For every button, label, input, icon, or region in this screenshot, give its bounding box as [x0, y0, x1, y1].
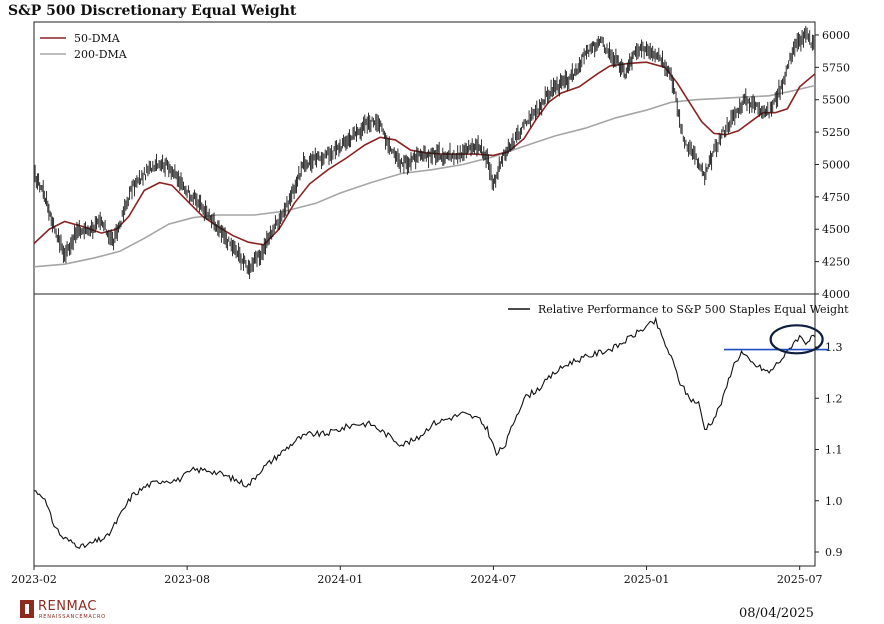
brand-name: RENMAC [38, 599, 97, 614]
renmac-logo: RENMAC RENAISSANCEMACRO [20, 599, 130, 622]
y-tick-label-top: 4750 [822, 191, 850, 204]
y-tick-label-top: 4250 [822, 256, 850, 269]
y-tick-label-bottom: 1.0 [825, 495, 843, 508]
dma50-line [33, 61, 816, 246]
x-tick-label: 2024-01 [317, 573, 363, 586]
y-tick-label-top: 4500 [822, 223, 850, 236]
x-tick-label: 2023-08 [164, 573, 210, 586]
legend-label-200dma: 200-DMA [74, 48, 128, 61]
brand-subtitle: RENAISSANCEMACRO [39, 614, 106, 620]
y-tick-label-bottom: 0.9 [825, 546, 843, 559]
price-bars [33, 25, 816, 279]
y-tick-label-top: 5000 [822, 158, 850, 171]
report-date: 08/04/2025 [739, 606, 814, 621]
legend-label-relative: Relative Performance to S&P 500 Staples … [538, 303, 849, 316]
y-tick-label-top: 4000 [822, 288, 850, 301]
x-tick-label: 2025-01 [624, 573, 670, 586]
y-tick-label-top: 5750 [822, 61, 850, 74]
renmac-logo-icon [20, 600, 34, 618]
y-tick-label-bottom: 1.3 [825, 341, 843, 354]
y-tick-label-bottom: 1.2 [825, 392, 843, 405]
y-tick-label-top: 5250 [822, 126, 850, 139]
chart-title: S&P 500 Discretionary Equal Weight [8, 3, 297, 19]
x-tick-label: 2023-02 [11, 573, 57, 586]
dma200-line [33, 84, 816, 268]
y-tick-label-top: 6000 [822, 29, 850, 42]
legend-label-50dma: 50-DMA [74, 32, 121, 45]
x-tick-label: 2025-07 [777, 573, 823, 586]
relative-performance-line [34, 316, 816, 550]
x-tick-label: 2024-07 [471, 573, 517, 586]
y-tick-label-top: 5500 [822, 94, 850, 107]
y-tick-label-bottom: 1.1 [825, 444, 843, 457]
highlight-circle [769, 324, 824, 355]
